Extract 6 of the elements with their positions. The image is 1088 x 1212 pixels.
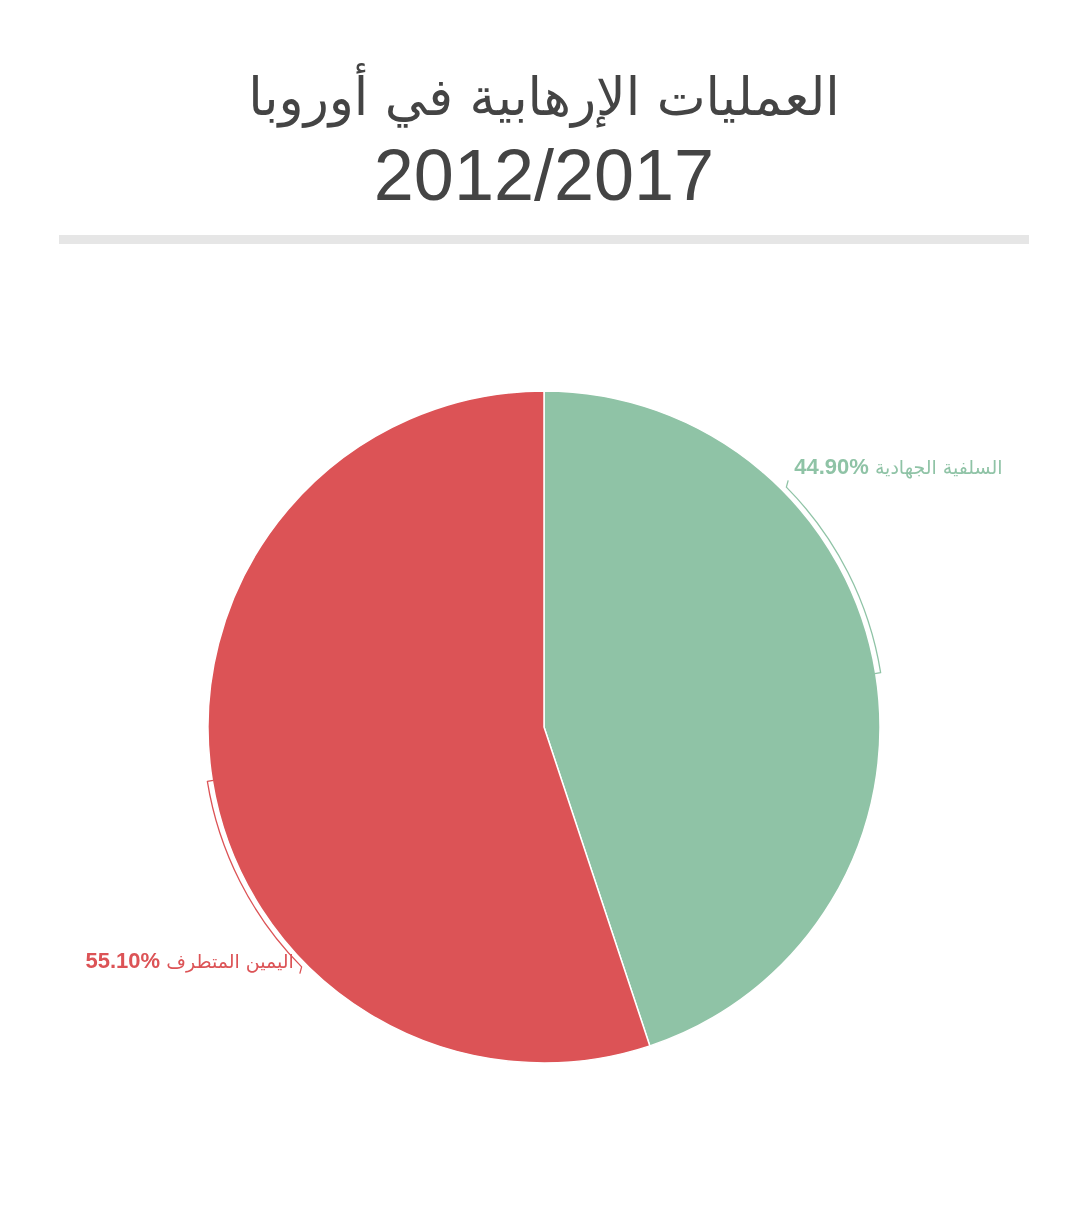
slice-label: اليمين المتطرف [166,949,294,973]
chart-title: العمليات الإرهابية في أوروبا [248,63,840,128]
data-label: 44.90% [794,454,875,480]
slice-label: السلفية الجهادية [874,456,1003,480]
chart-subtitle: 2012/2017 [373,135,715,215]
data-label: 55.10% [85,947,167,973]
